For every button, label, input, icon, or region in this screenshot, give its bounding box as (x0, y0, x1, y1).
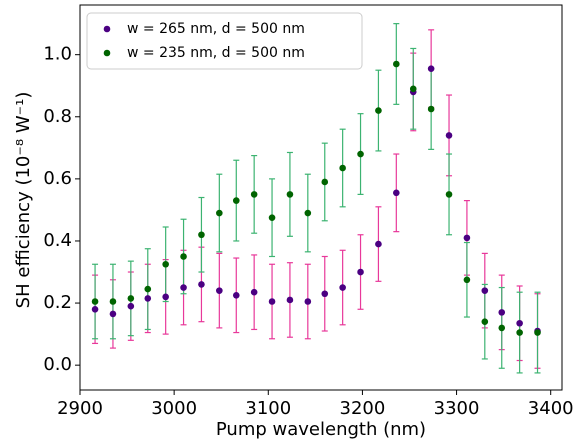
data-point (250, 191, 258, 198)
x-tick-label: 3000 (151, 398, 197, 419)
data-point (250, 288, 258, 296)
data-point (321, 178, 329, 186)
data-point (516, 329, 523, 336)
x-tick-label: 3200 (340, 398, 386, 419)
y-tick-label: 0.2 (43, 292, 72, 313)
data-point (216, 209, 223, 217)
data-point (357, 268, 364, 276)
x-tick-label: 3400 (528, 398, 574, 419)
data-point (198, 231, 205, 239)
plot-frame (79, 4, 563, 391)
y-tick-label: 0.0 (43, 354, 72, 375)
legend-label: w = 235 nm, d = 500 nm (127, 45, 305, 61)
data-point (304, 298, 312, 305)
data-point (445, 191, 453, 198)
data-point (393, 189, 400, 197)
data-point (144, 285, 152, 293)
data-point (463, 234, 471, 242)
y-axis-label: SH efficiency (10⁻⁸ W⁻¹) (13, 92, 34, 309)
data-point (109, 298, 117, 305)
data-point (180, 253, 187, 260)
y-tick-label: 0.6 (43, 168, 72, 189)
data-point (232, 197, 240, 204)
data-point (286, 296, 294, 304)
x-tick-label: 3100 (245, 398, 291, 419)
data-point (409, 85, 417, 93)
data-point (91, 305, 99, 313)
y-tick-label: 0.4 (43, 230, 72, 251)
data-point (427, 65, 435, 72)
data-point (127, 295, 135, 302)
data-point (375, 107, 382, 114)
legend-box (86, 12, 363, 70)
y-tick-label: 1.0 (43, 44, 72, 65)
data-point (498, 309, 506, 316)
data-point (339, 164, 346, 172)
data-point (357, 150, 364, 158)
data-point (162, 260, 169, 268)
data-point (339, 284, 346, 291)
y-tick-label: 0.8 (43, 106, 72, 127)
data-point (268, 214, 276, 221)
legend-marker (103, 25, 111, 33)
data-point (286, 191, 294, 198)
data-point (463, 276, 471, 284)
x-tick-label: 3300 (434, 398, 480, 419)
data-point (198, 281, 205, 288)
data-point (91, 298, 99, 305)
legend-marker (103, 49, 111, 57)
data-point (232, 292, 240, 299)
data-point (321, 290, 329, 298)
x-axis-label: Pump wavelength (nm) (216, 419, 426, 440)
data-point (144, 295, 152, 302)
data-point (481, 287, 489, 294)
data-point (481, 318, 489, 325)
data-point (498, 324, 506, 332)
data-point (127, 302, 135, 310)
data-point (427, 105, 435, 113)
data-point (375, 240, 382, 248)
data-point (162, 293, 169, 301)
data-point (445, 132, 453, 139)
data-point (109, 310, 117, 318)
legend: w = 265 nm, d = 500 nm w = 235 nm, d = 50… (86, 12, 363, 70)
data-point (534, 329, 541, 336)
data-point (268, 298, 276, 305)
data-point (516, 319, 523, 327)
data-point (180, 284, 187, 291)
data-point (216, 287, 223, 294)
legend-label: w = 265 nm, d = 500 nm (127, 21, 305, 37)
data-point (304, 209, 312, 217)
data-point (393, 60, 400, 68)
x-tick-label: 2900 (57, 398, 103, 419)
